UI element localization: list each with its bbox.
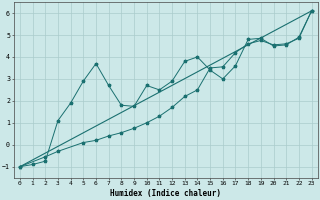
X-axis label: Humidex (Indice chaleur): Humidex (Indice chaleur)	[110, 189, 221, 198]
